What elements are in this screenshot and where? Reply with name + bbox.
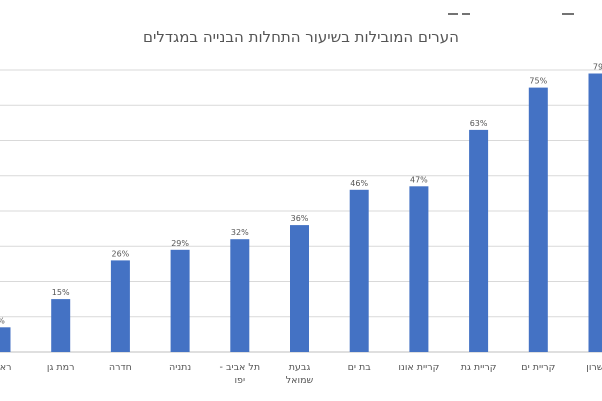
data-label: % xyxy=(0,316,5,325)
category-label: נתניה xyxy=(169,362,191,373)
bar xyxy=(528,87,548,352)
data-label: 26% xyxy=(112,249,130,258)
category-label: קריית אונו xyxy=(398,362,439,373)
top-edge-marks xyxy=(448,13,574,15)
data-label: 46% xyxy=(350,179,368,188)
category-label: חדרה xyxy=(109,362,132,373)
bar xyxy=(110,260,130,352)
category-label: ראשו xyxy=(0,362,12,373)
category-label: יפו xyxy=(234,375,245,386)
category-label: שמואל xyxy=(286,375,314,386)
top-edge-artifacts xyxy=(0,0,602,20)
category-label: גבעת xyxy=(289,362,311,373)
category-label: בת ים xyxy=(348,362,372,373)
bar xyxy=(349,189,369,352)
bar xyxy=(170,249,190,352)
bar xyxy=(469,129,489,352)
data-label: 36% xyxy=(291,214,309,223)
bar xyxy=(0,327,11,352)
category-label: קריית ים xyxy=(521,362,555,373)
data-label: 63% xyxy=(470,119,488,128)
chart-title: הערים המובילות בשיעור התחלות הבנייה במגד… xyxy=(143,28,459,46)
data-label: 75% xyxy=(529,77,547,86)
data-label: 47% xyxy=(410,175,428,184)
data-label: 79 xyxy=(593,63,602,72)
data-label: 32% xyxy=(231,228,249,237)
category-label: קריית גת xyxy=(461,362,497,373)
data-label: 15% xyxy=(52,288,70,297)
bar xyxy=(230,239,250,352)
bar xyxy=(588,73,602,352)
bar xyxy=(51,299,71,352)
category-label: השרון xyxy=(586,362,602,373)
bar xyxy=(409,186,429,352)
bar xyxy=(290,225,309,352)
category-label: רמת גן xyxy=(47,362,75,373)
category-label: תל אביב - xyxy=(220,362,261,373)
data-label: 29% xyxy=(171,239,189,248)
